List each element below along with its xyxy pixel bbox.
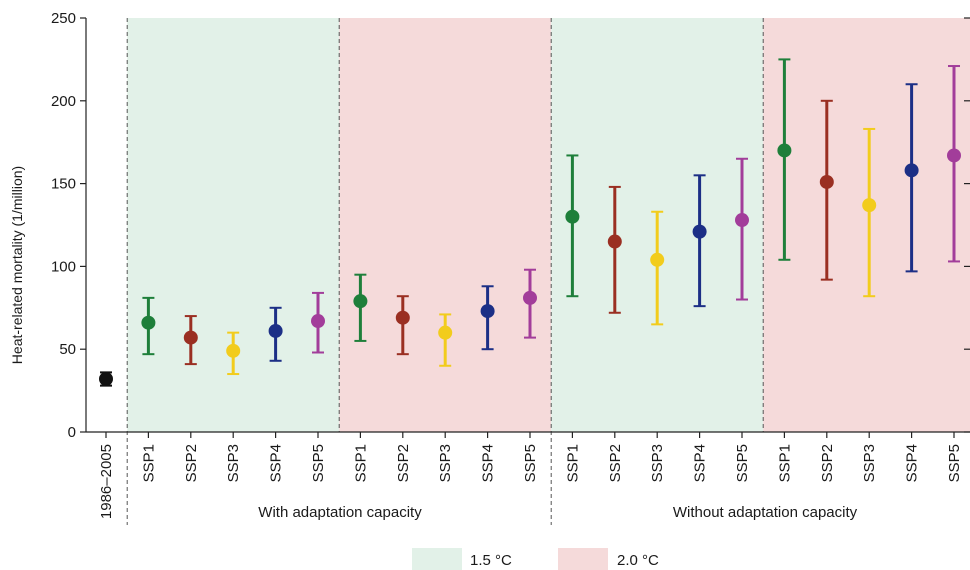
x-tick-label: SSP5 [734, 444, 751, 482]
x-tick-label: SSP3 [225, 444, 242, 482]
x-tick-labels: 1986–2005 SSP1 SSP2 SSP3 SSP4 SSP5 SSP1 SSP2 SSP… [98, 444, 963, 519]
errorbar-ssp3-3 [226, 331, 241, 376]
x-tick-label: SSP1 [140, 444, 157, 482]
y-tick-label: 200 [51, 93, 76, 110]
data-point [395, 310, 410, 325]
group-label-with: With adaptation capacity [258, 504, 422, 521]
x-tick-label: SSP3 [861, 444, 878, 482]
data-point [523, 290, 537, 305]
x-tick-label: SSP2 [607, 444, 624, 482]
errorbar-ssp1-11 [565, 154, 580, 298]
errorbar-ssp2-12 [607, 185, 622, 314]
errorbar-ssp4-19 [904, 83, 919, 273]
x-tick-label: SSP2 [819, 444, 836, 482]
errorbar-ssp1-16 [777, 58, 792, 261]
data-point [735, 213, 749, 228]
errorbar-ssp2-2 [183, 315, 198, 366]
data-point [226, 343, 241, 358]
errorbar-ssp5-5 [311, 291, 325, 354]
x-tick-label: SSP4 [480, 444, 497, 482]
errorbar-ssp5-15 [735, 157, 749, 301]
data-point [141, 315, 156, 330]
region-with-2-0 [339, 18, 552, 432]
y-axis-label: Heat-related mortality (1/million) [9, 166, 25, 364]
x-tick-label: SSP4 [904, 444, 921, 482]
x-tick-label: SSP1 [564, 444, 581, 482]
data-marks [99, 58, 961, 438]
y-tick-label: 50 [59, 341, 76, 358]
y-tick-label: 250 [51, 10, 76, 27]
errorbar-ssp5-20 [947, 65, 961, 263]
legend-swatch-2-0 [558, 548, 608, 570]
data-point [183, 330, 198, 345]
x-tick-label: SSP1 [352, 444, 369, 482]
x-tick-label: 1986–2005 [98, 444, 115, 519]
errorbar-ssp4-14 [692, 174, 707, 308]
data-point [353, 294, 368, 309]
y-tick-label: 150 [51, 176, 76, 193]
data-point [904, 163, 919, 178]
x-tick-label: SSP5 [310, 444, 327, 482]
errorbar-1986-2005-0 [99, 371, 113, 387]
y-ticks: 0 50 100 150 200 250 [51, 10, 970, 441]
errorbar-ssp4-9 [480, 285, 495, 351]
y-tick-label: 0 [68, 424, 76, 441]
errorbar-ssp4-4 [268, 306, 283, 362]
errorbar-ssp2-7 [395, 295, 410, 356]
region-without-2-0 [763, 18, 970, 432]
errorbar-ssp1-6 [353, 273, 368, 342]
errorbar-ssp1-1 [141, 296, 156, 356]
temperature-regions [127, 18, 970, 432]
errorbar-ssp5-10 [523, 268, 537, 339]
x-tick-label: SSP4 [268, 444, 285, 482]
data-point [777, 143, 792, 158]
legend-label-1-5: 1.5 °C [470, 552, 512, 569]
data-point [438, 325, 453, 340]
legend-swatch-1-5 [412, 548, 462, 570]
data-point [311, 314, 325, 329]
legend: 1.5 °C 2.0 °C [412, 548, 659, 570]
errorbar-ssp3-13 [650, 210, 665, 326]
group-dividers [126, 18, 764, 525]
x-tick-label: SSP2 [183, 444, 200, 482]
data-point [862, 198, 877, 213]
data-point [819, 174, 834, 189]
data-point [99, 372, 113, 387]
data-point [607, 234, 622, 249]
x-tick-label: SSP5 [946, 444, 963, 482]
data-point [947, 148, 961, 163]
x-tick-label: SSP1 [776, 444, 793, 482]
data-point [565, 209, 580, 224]
legend-label-2-0: 2.0 °C [617, 552, 659, 569]
errorbar-ssp2-17 [819, 99, 834, 281]
x-tick-label: SSP5 [522, 444, 539, 482]
data-point [268, 323, 283, 338]
group-label-without: Without adaptation capacity [673, 504, 858, 521]
data-point [692, 224, 707, 239]
x-tick-label: SSP2 [395, 444, 412, 482]
x-tick-label: SSP3 [437, 444, 454, 482]
errorbar-ssp3-8 [438, 313, 453, 367]
data-point [650, 252, 665, 267]
errorbar-ssp3-18 [862, 127, 877, 298]
x-tick-label: SSP3 [649, 444, 666, 482]
x-tick-label: SSP4 [692, 444, 709, 482]
y-tick-label: 100 [51, 258, 76, 275]
data-point [480, 304, 495, 319]
